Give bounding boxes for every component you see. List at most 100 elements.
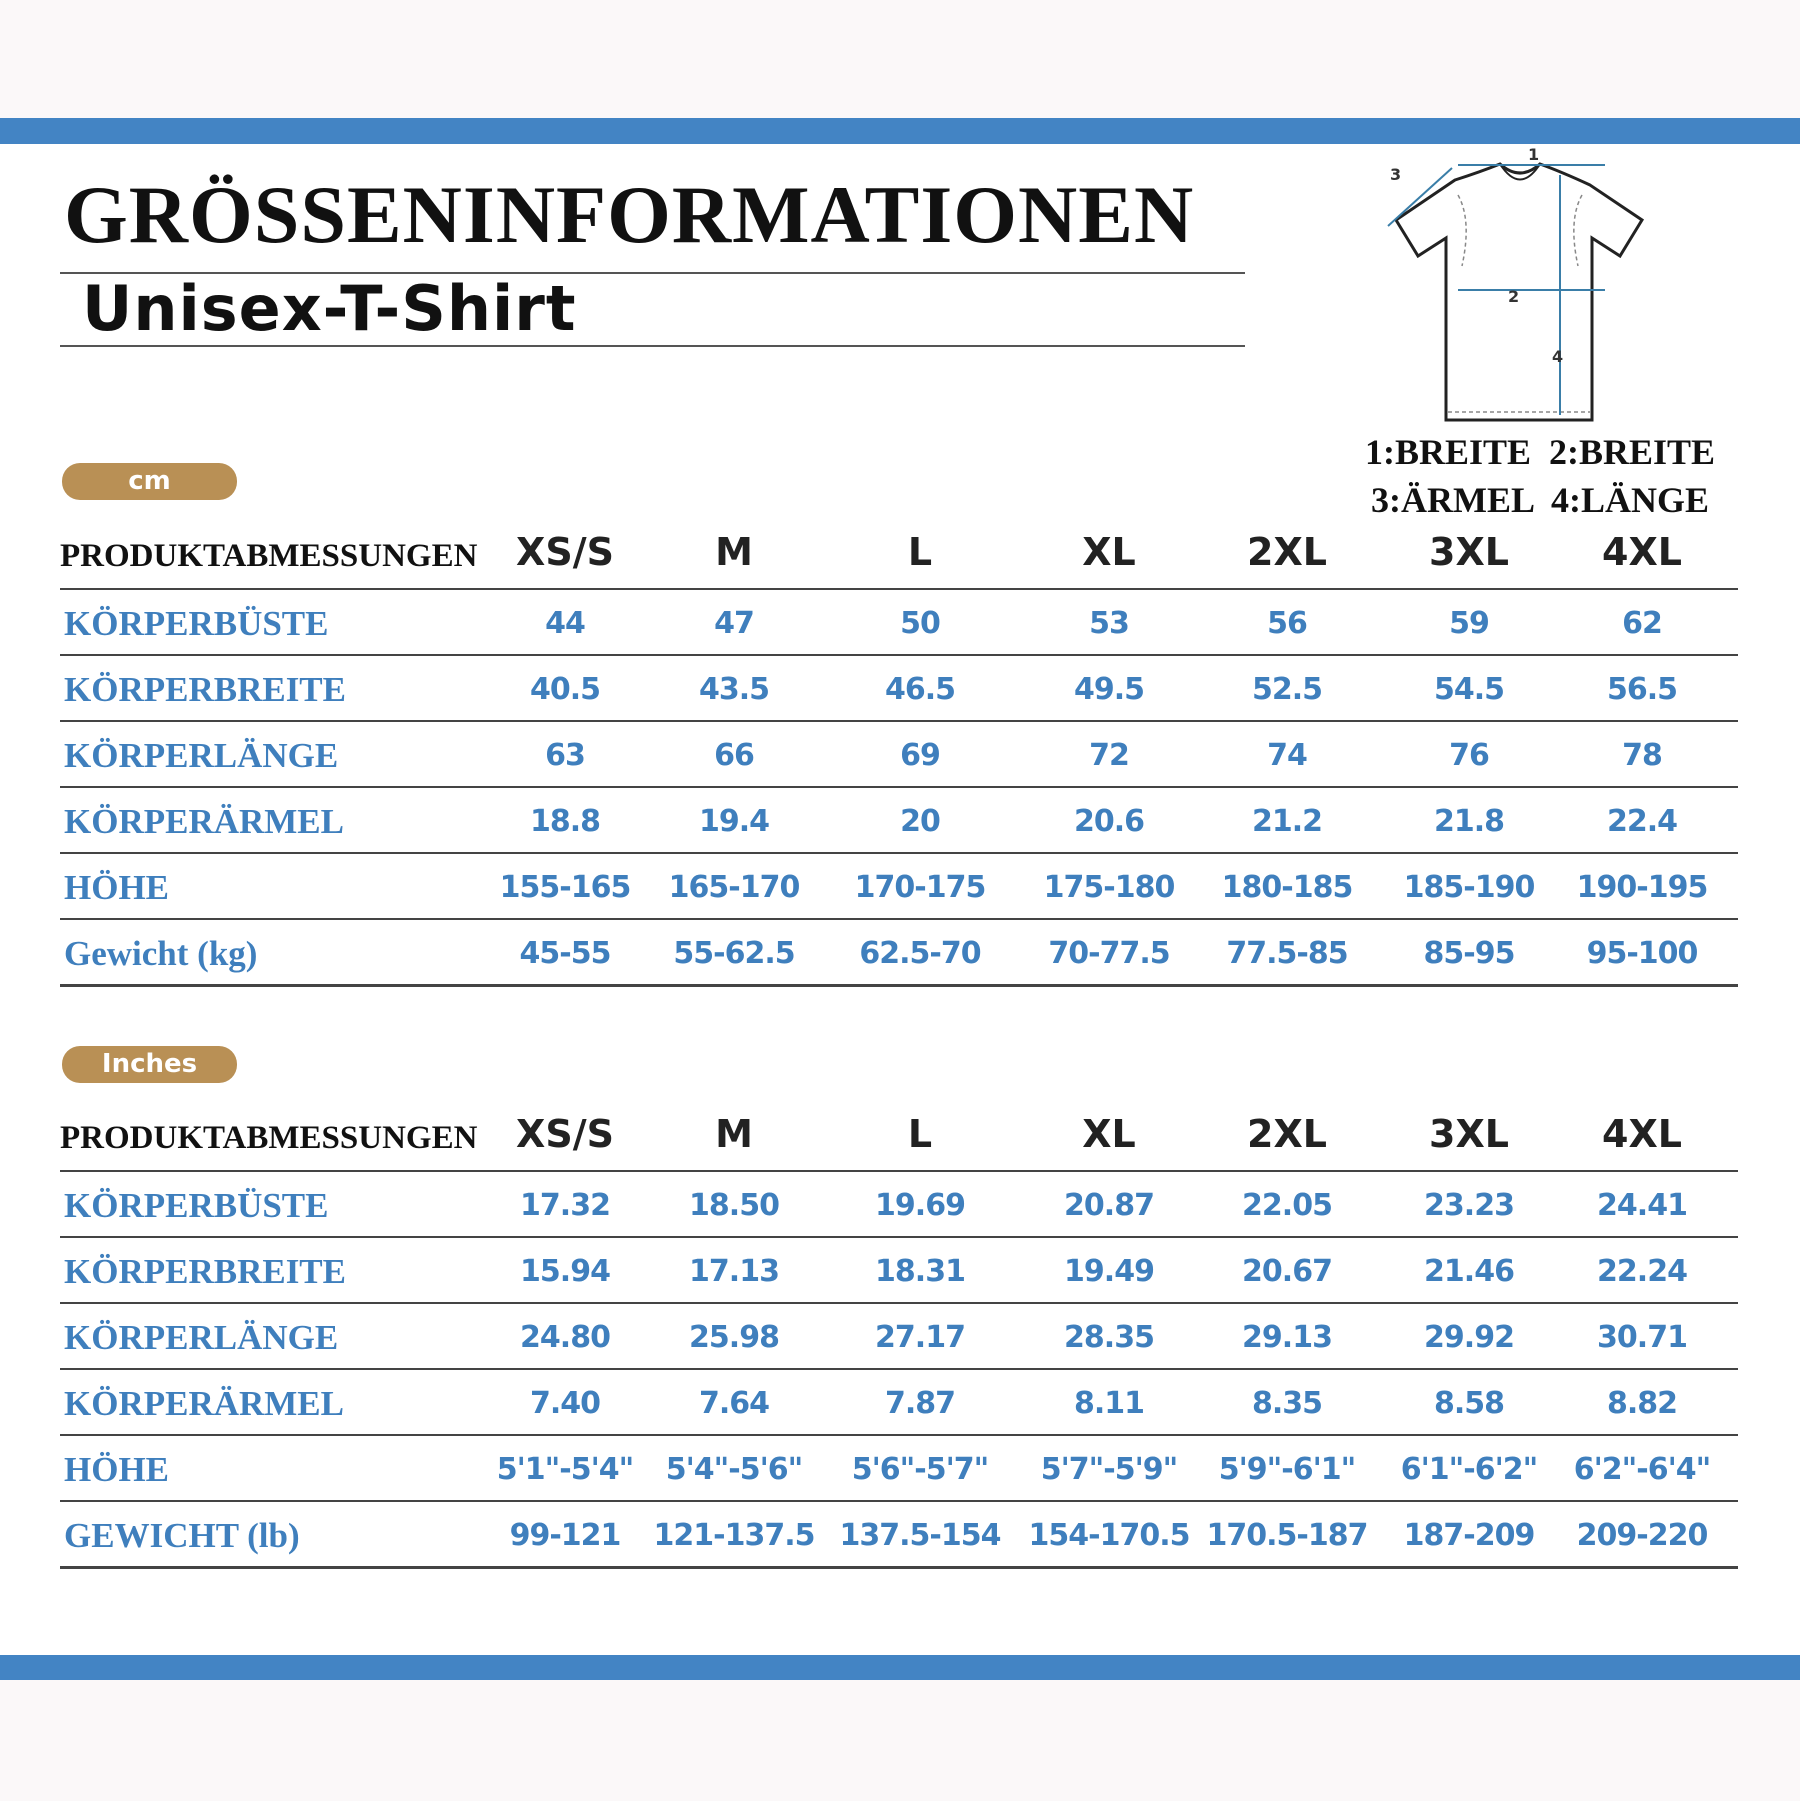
cell-value: 19.69 — [875, 1188, 966, 1223]
size-header: 3XL — [1429, 530, 1509, 574]
table-row: KÖRPERLÄNGE 63 66 69 72 74 76 78 — [60, 720, 1738, 786]
cell-value: 17.13 — [689, 1254, 780, 1289]
cell-value: 5'9"-6'1" — [1218, 1452, 1357, 1487]
cell-value: 19.4 — [698, 804, 770, 839]
tshirt-measurement-diagram: 1 2 3 4 — [1387, 145, 1645, 422]
cell-value: 40.5 — [529, 672, 601, 707]
cell-value: 180-185 — [1221, 870, 1354, 905]
diagram-label-1: 1 — [1528, 145, 1539, 164]
cell-value: 46.5 — [884, 672, 956, 707]
cell-value: 30.71 — [1597, 1320, 1688, 1355]
size-header: M — [715, 1112, 753, 1156]
cell-value: 66 — [714, 738, 755, 773]
diagram-label-3: 3 — [1390, 165, 1401, 184]
cell-value: 50 — [900, 606, 941, 641]
row-label: HÖHE — [64, 1450, 170, 1489]
subtitle-divider — [60, 345, 1245, 347]
row-label: KÖRPERBREITE — [64, 1252, 346, 1291]
row-label: Gewicht (kg) — [64, 934, 258, 973]
cell-value: 190-195 — [1576, 870, 1709, 905]
cell-value: 24.80 — [520, 1320, 611, 1355]
header-label: PRODUKTABMESSUNGEN — [60, 538, 478, 574]
cell-value: 20.87 — [1064, 1188, 1155, 1223]
cell-value: 53 — [1089, 606, 1130, 641]
size-header: 2XL — [1247, 1112, 1327, 1156]
table-header-row: PRODUKTABMESSUNGEN XS/S M L XL 2XL 3XL 4XL — [60, 530, 1738, 580]
cell-value: 63 — [545, 738, 586, 773]
cell-value: 49.5 — [1073, 672, 1145, 707]
cell-value: 62 — [1622, 606, 1663, 641]
cell-value: 62.5-70 — [859, 936, 981, 971]
cell-value: 8.58 — [1433, 1386, 1505, 1421]
cell-value: 99-121 — [509, 1518, 622, 1553]
cell-value: 21.46 — [1424, 1254, 1515, 1289]
cell-value: 59 — [1449, 606, 1490, 641]
cell-value: 25.98 — [689, 1320, 780, 1355]
cell-value: 29.92 — [1424, 1320, 1515, 1355]
cell-value: 52.5 — [1251, 672, 1323, 707]
size-header: 4XL — [1602, 530, 1682, 574]
table-row: KÖRPERBREITE 15.94 17.13 18.31 19.49 20.67 21.… — [60, 1236, 1738, 1302]
cell-value: 24.41 — [1597, 1188, 1688, 1223]
cell-value: 18.50 — [689, 1188, 780, 1223]
diagram-label-4: 4 — [1552, 347, 1563, 366]
row-label: HÖHE — [64, 868, 170, 907]
cell-value: 8.11 — [1073, 1386, 1145, 1421]
cell-value: 56.5 — [1606, 672, 1678, 707]
size-header: XL — [1082, 1112, 1136, 1156]
cell-value: 54.5 — [1433, 672, 1505, 707]
diagram-legend-line-2: 3:ÄRMEL 4:LÄNGE — [1370, 480, 1709, 520]
size-header: 4XL — [1602, 1112, 1682, 1156]
table-row: KÖRPERBREITE 40.5 43.5 46.5 49.5 52.5 54.5 56.5 — [60, 654, 1738, 720]
table-row: Gewicht (kg) 45-55 55-62.5 62.5-70 70-77.5 77… — [60, 918, 1738, 987]
cell-value: 5'6"-5'7" — [851, 1452, 990, 1487]
cell-value: 56 — [1267, 606, 1308, 641]
cell-value: 55-62.5 — [673, 936, 795, 971]
unit-badge-inches: Inches — [62, 1046, 237, 1083]
cell-value: 6'1"-6'2" — [1400, 1452, 1539, 1487]
row-label: KÖRPERBÜSTE — [64, 604, 329, 643]
cell-value: 17.32 — [520, 1188, 611, 1223]
row-label: KÖRPERÄRMEL — [64, 802, 344, 841]
cell-value: 15.94 — [520, 1254, 611, 1289]
row-label: KÖRPERÄRMEL — [64, 1384, 344, 1423]
table-header-row: PRODUKTABMESSUNGEN XS/S M L XL 2XL 3XL 4XL — [60, 1112, 1738, 1162]
cell-value: 18.8 — [529, 804, 601, 839]
cell-value: 6'2"-6'4" — [1573, 1452, 1712, 1487]
size-header: XL — [1082, 530, 1136, 574]
cell-value: 185-190 — [1403, 870, 1536, 905]
cell-value: 69 — [900, 738, 941, 773]
diagram-legend-line-1: 1:BREITE 2:BREITE — [1364, 432, 1716, 472]
cell-value: 78 — [1622, 738, 1663, 773]
cell-value: 7.87 — [884, 1386, 956, 1421]
row-label: KÖRPERLÄNGE — [64, 1318, 339, 1357]
table-row: KÖRPERBÜSTE 17.32 18.50 19.69 20.87 22.05 23.2… — [60, 1170, 1738, 1236]
table-row: KÖRPERBÜSTE 44 47 50 53 56 59 62 — [60, 588, 1738, 654]
cell-value: 20.6 — [1073, 804, 1145, 839]
table-row: KÖRPERLÄNGE 24.80 25.98 27.17 28.35 29.13 29.9… — [60, 1302, 1738, 1368]
cell-value: 121-137.5 — [653, 1518, 816, 1553]
cell-value: 155-165 — [499, 870, 632, 905]
table-row: KÖRPERÄRMEL 18.8 19.4 20 20.6 21.2 21.8 22.4 — [60, 786, 1738, 852]
top-accent-bar — [0, 118, 1800, 144]
cell-value: 21.8 — [1433, 804, 1505, 839]
cell-value: 165-170 — [668, 870, 801, 905]
cell-value: 28.35 — [1064, 1320, 1155, 1355]
cell-value: 170.5-187 — [1206, 1518, 1369, 1553]
unit-badge-cm: cm — [62, 463, 237, 500]
page-title: GRÖSSENINFORMATIONEN — [64, 169, 1195, 260]
size-header: L — [907, 1112, 933, 1156]
cell-value: 22.24 — [1597, 1254, 1688, 1289]
size-header: 2XL — [1247, 530, 1327, 574]
size-table-cm: PRODUKTABMESSUNGEN XS/S M L XL 2XL 3XL 4XL KÖRPE… — [60, 530, 1738, 987]
cell-value: 22.4 — [1606, 804, 1678, 839]
cell-value: 7.40 — [529, 1386, 601, 1421]
cell-value: 5'4"-5'6" — [665, 1452, 804, 1487]
cell-value: 44 — [545, 606, 586, 641]
cell-value: 20 — [900, 804, 941, 839]
header-label: PRODUKTABMESSUNGEN — [60, 1120, 478, 1156]
cell-value: 170-175 — [854, 870, 987, 905]
size-header: L — [907, 530, 933, 574]
cell-value: 137.5-154 — [839, 1518, 1002, 1553]
table-row: GEWICHT (lb) 99-121 121-137.5 137.5-154 154-… — [60, 1500, 1738, 1569]
